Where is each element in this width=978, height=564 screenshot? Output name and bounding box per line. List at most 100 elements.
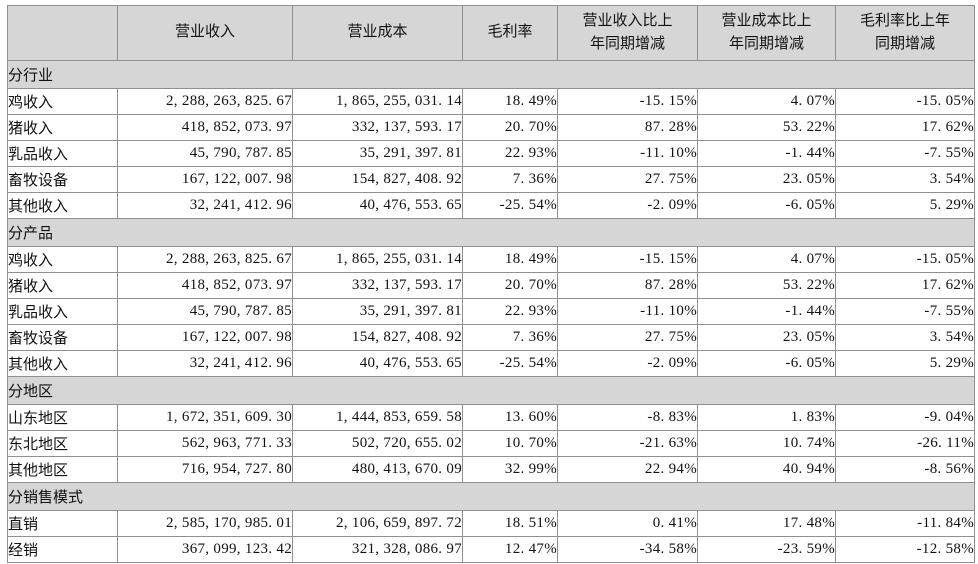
table-header-row: 营业收入 营业成本 毛利率 营业收入比上 年同期增减 营业成本比上 年同期增减 毛利率比上… xyxy=(7,5,975,61)
value-cell: -7. 55% xyxy=(835,140,975,167)
value-cell: 40, 476, 553. 65 xyxy=(292,192,463,219)
value-cell: -25. 54% xyxy=(462,192,558,219)
value-cell: -23. 59% xyxy=(697,536,836,563)
value-cell: -11. 10% xyxy=(557,298,698,325)
value-cell: 32, 241, 412. 96 xyxy=(117,192,293,219)
value-cell: -1. 44% xyxy=(697,140,836,167)
value-cell: 562, 963, 771. 33 xyxy=(117,430,293,457)
value-cell: 154, 827, 408. 92 xyxy=(292,324,463,351)
data-row: 畜牧设备 167, 122, 007. 98 154, 827, 408. 92 7.… xyxy=(7,324,975,351)
value-cell: 17. 62% xyxy=(835,114,975,141)
value-cell: 13. 60% xyxy=(462,404,558,431)
value-cell: 18. 49% xyxy=(462,246,558,273)
value-cell: 321, 328, 086. 97 xyxy=(292,536,463,563)
value-cell: 53. 22% xyxy=(697,114,836,141)
value-cell: 20. 70% xyxy=(462,272,558,299)
value-cell: -11. 10% xyxy=(557,140,698,167)
value-cell: -2. 09% xyxy=(557,350,698,377)
section-label: 分产品 xyxy=(7,218,975,247)
value-cell: 502, 720, 655. 02 xyxy=(292,430,463,457)
value-cell: 3. 54% xyxy=(835,166,975,193)
value-cell: 418, 852, 073. 97 xyxy=(117,272,293,299)
value-cell: -15. 15% xyxy=(557,246,698,273)
value-cell: 1, 865, 255, 031. 14 xyxy=(292,246,463,273)
value-cell: 332, 137, 593. 17 xyxy=(292,272,463,299)
value-cell: 27. 75% xyxy=(557,324,698,351)
row-label-cell: 畜牧设备 xyxy=(7,324,118,351)
section-label: 分销售模式 xyxy=(7,482,975,511)
value-cell: 480, 413, 670. 09 xyxy=(292,456,463,483)
data-row: 鸡收入 2, 288, 263, 825. 67 1, 865, 255, 031.… xyxy=(7,246,975,273)
data-row: 其他地区 716, 954, 727. 80 480, 413, 670. 09 32… xyxy=(7,456,975,483)
value-cell: 2, 288, 263, 825. 67 xyxy=(117,88,293,115)
value-cell: -1. 44% xyxy=(697,298,836,325)
value-cell: 7. 36% xyxy=(462,166,558,193)
value-cell: -26. 11% xyxy=(835,430,975,457)
value-cell: 167, 122, 007. 98 xyxy=(117,166,293,193)
section-header-row: 分销售模式 xyxy=(7,482,975,511)
data-row: 经销 367, 099, 123. 42 321, 328, 086. 97 12. … xyxy=(7,536,975,563)
row-label-cell: 其他收入 xyxy=(7,350,118,377)
value-cell: 7. 36% xyxy=(462,324,558,351)
value-cell: 20. 70% xyxy=(462,114,558,141)
value-cell: 418, 852, 073. 97 xyxy=(117,114,293,141)
value-cell: 332, 137, 593. 17 xyxy=(292,114,463,141)
value-cell: 23. 05% xyxy=(697,166,836,193)
value-cell: 154, 827, 408. 92 xyxy=(292,166,463,193)
value-cell: 32, 241, 412. 96 xyxy=(117,350,293,377)
data-row: 其他收入 32, 241, 412. 96 40, 476, 553. 65 -25.… xyxy=(7,350,975,377)
header-cell: 营业收入 xyxy=(117,5,293,61)
row-label-cell: 鸡收入 xyxy=(7,246,118,273)
row-label-cell: 其他收入 xyxy=(7,192,118,219)
value-cell: 4. 07% xyxy=(697,246,836,273)
value-cell: 5. 29% xyxy=(835,192,975,219)
value-cell: -21. 63% xyxy=(557,430,698,457)
header-cell: 营业成本比上 年同期增减 xyxy=(697,5,836,61)
row-label-cell: 猪收入 xyxy=(7,114,118,141)
data-row: 东北地区 562, 963, 771. 33 502, 720, 655. 02 10… xyxy=(7,430,975,457)
section-header-row: 分地区 xyxy=(7,376,975,405)
financial-breakdown-table-container: 营业收入 营业成本 毛利率 营业收入比上 年同期增减 营业成本比上 年同期增减 毛利率比上… xyxy=(7,5,975,563)
value-cell: 87. 28% xyxy=(557,272,698,299)
value-cell: -6. 05% xyxy=(697,192,836,219)
header-cell-empty xyxy=(7,5,118,61)
value-cell: 27. 75% xyxy=(557,166,698,193)
value-cell: -15. 05% xyxy=(835,246,975,273)
row-label-cell: 直销 xyxy=(7,510,118,537)
value-cell: 45, 790, 787. 85 xyxy=(117,298,293,325)
value-cell: -7. 55% xyxy=(835,298,975,325)
value-cell: 17. 62% xyxy=(835,272,975,299)
value-cell: 167, 122, 007. 98 xyxy=(117,324,293,351)
value-cell: 2, 288, 263, 825. 67 xyxy=(117,246,293,273)
value-cell: 3. 54% xyxy=(835,324,975,351)
value-cell: 12. 47% xyxy=(462,536,558,563)
data-row: 直销 2, 585, 170, 985. 01 2, 106, 659, 897. … xyxy=(7,510,975,537)
value-cell: 4. 07% xyxy=(697,88,836,115)
value-cell: 53. 22% xyxy=(697,272,836,299)
value-cell: 32. 99% xyxy=(462,456,558,483)
value-cell: 716, 954, 727. 80 xyxy=(117,456,293,483)
table-body: 分行业 鸡收入 2, 288, 263, 825. 67 1, 865, 255, 0… xyxy=(7,60,975,563)
section-header-row: 分产品 xyxy=(7,218,975,247)
value-cell: 1, 672, 351, 609. 30 xyxy=(117,404,293,431)
financial-breakdown-table: 营业收入 营业成本 毛利率 营业收入比上 年同期增减 营业成本比上 年同期增减 毛利率比上… xyxy=(7,5,975,563)
data-row: 其他收入 32, 241, 412. 96 40, 476, 553. 65 -25.… xyxy=(7,192,975,219)
header-cell: 营业成本 xyxy=(292,5,463,61)
data-row: 山东地区 1, 672, 351, 609. 30 1, 444, 853, 659… xyxy=(7,404,975,431)
header-cell: 营业收入比上 年同期增减 xyxy=(557,5,698,61)
section-label: 分地区 xyxy=(7,376,975,405)
value-cell: 18. 49% xyxy=(462,88,558,115)
row-label-cell: 东北地区 xyxy=(7,430,118,457)
row-label-cell: 其他地区 xyxy=(7,456,118,483)
value-cell: 1. 83% xyxy=(697,404,836,431)
value-cell: 22. 94% xyxy=(557,456,698,483)
data-row: 猪收入 418, 852, 073. 97 332, 137, 593. 17 20.… xyxy=(7,272,975,299)
row-label-cell: 畜牧设备 xyxy=(7,166,118,193)
row-label-cell: 鸡收入 xyxy=(7,88,118,115)
value-cell: 35, 291, 397. 81 xyxy=(292,140,463,167)
row-label-cell: 山东地区 xyxy=(7,404,118,431)
row-label-cell: 经销 xyxy=(7,536,118,563)
value-cell: -8. 83% xyxy=(557,404,698,431)
row-label-cell: 乳品收入 xyxy=(7,140,118,167)
value-cell: 22. 93% xyxy=(462,298,558,325)
